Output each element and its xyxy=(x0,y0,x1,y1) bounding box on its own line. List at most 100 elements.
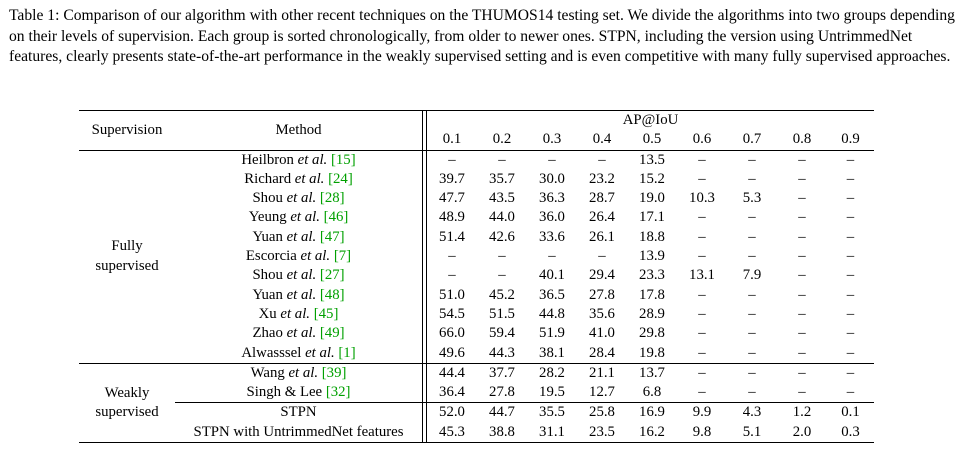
ap-value-cell: 29.8 xyxy=(639,325,665,342)
citation-link[interactable]: [24] xyxy=(328,170,353,187)
ap-value-cell: – xyxy=(748,325,756,342)
method-name: Escorcia xyxy=(245,248,297,265)
ap-value-cell: – xyxy=(698,209,706,226)
ap-value-cell: – xyxy=(477,149,527,170)
citation-link[interactable]: [48] xyxy=(319,286,345,303)
ap-value-cell: – xyxy=(748,170,756,187)
double-rule xyxy=(422,247,427,267)
et-al-text: et al. xyxy=(293,151,328,168)
ap-value-cell: 44.8 xyxy=(539,305,565,322)
ap-value-cell: – xyxy=(698,325,706,342)
et-al-text: et al. xyxy=(276,305,311,322)
citation-link[interactable]: [47] xyxy=(319,228,345,245)
ap-value-cell: – xyxy=(426,149,477,170)
ap-value-cell: – xyxy=(698,384,706,401)
threshold-header: 0.5 xyxy=(642,131,662,148)
table-row: STPN with UntrimmedNet features 45.3 38.8 3… xyxy=(79,422,874,444)
ap-value-cell: 23.2 xyxy=(589,170,615,187)
ap-value-cell: 12.7 xyxy=(589,384,615,401)
method-name: STPN xyxy=(280,404,317,421)
double-rule xyxy=(422,422,427,444)
ap-value-cell: – xyxy=(777,362,827,384)
ap-value-cell: 52.0 xyxy=(426,402,477,423)
ap-value-cell: – xyxy=(698,170,706,187)
citation-link[interactable]: [45] xyxy=(313,305,339,322)
ap-value-cell: – xyxy=(846,170,855,187)
ap-value-cell: 45.3 xyxy=(426,422,477,444)
et-al-text: et al. xyxy=(282,286,317,303)
ap-value-cell: 59.4 xyxy=(489,325,515,342)
double-rule xyxy=(422,208,427,228)
ap-value-cell: – xyxy=(777,149,827,170)
double-rule xyxy=(422,402,427,423)
et-al-text: et al. xyxy=(282,190,317,207)
ap-value-cell: 19.0 xyxy=(639,190,665,207)
ap-value-cell: – xyxy=(677,362,727,384)
table-row: Richard et al. [24] 39.7 35.7 30.0 23.2 15.2 –… xyxy=(79,169,874,190)
ap-value-cell: 44.7 xyxy=(477,402,527,423)
ap-value-cell: 18.8 xyxy=(639,228,665,245)
citation-link[interactable]: [46] xyxy=(323,209,349,226)
double-rule xyxy=(422,149,427,170)
supervision-label-line: Weakly xyxy=(104,384,150,401)
method-header: Method xyxy=(175,110,423,151)
ap-value-cell: 31.1 xyxy=(527,422,577,444)
et-al-text: et al. xyxy=(301,344,335,361)
ap-value-cell: 42.6 xyxy=(489,228,515,245)
ap-value-cell: 30.0 xyxy=(539,170,565,187)
ap-value-cell: 16.2 xyxy=(627,422,677,444)
ap-value-cell: 44.3 xyxy=(489,344,515,361)
table-row: Alwasssel et al. [1] 49.6 44.3 38.1 28.4 19.8… xyxy=(79,343,874,364)
ap-value-cell: 6.8 xyxy=(642,384,662,401)
ap-value-cell: – xyxy=(798,325,806,342)
double-rule xyxy=(422,266,427,286)
citation-link[interactable]: [15] xyxy=(330,151,356,168)
method-cell: Xu et al. [45] xyxy=(175,304,423,325)
ap-value-cell: – xyxy=(827,362,874,384)
ap-value-cell: – xyxy=(498,248,506,265)
method-cell: Yeung et al. [46] xyxy=(175,208,423,228)
ap-value-cell: 23.5 xyxy=(577,422,627,444)
ap-value-cell: – xyxy=(527,149,577,170)
ap-value-cell: – xyxy=(798,209,806,226)
ap-value-cell: – xyxy=(748,344,756,361)
citation-link[interactable]: [1] xyxy=(338,344,356,361)
table-row: Yuan et al. [47] 51.4 42.6 33.6 26.1 18.8 – – – – xyxy=(79,227,874,248)
ap-value-cell: 40.1 xyxy=(539,267,565,284)
citation-link[interactable]: [28] xyxy=(319,190,345,207)
ap-value-cell: – xyxy=(846,248,855,265)
threshold-header: 0.9 xyxy=(841,131,860,148)
ap-value-cell: 51.5 xyxy=(489,305,515,322)
method-name: Yuan xyxy=(252,286,283,303)
threshold-header: 0.2 xyxy=(492,131,512,148)
method-name: Yeung xyxy=(248,209,287,226)
citation-link[interactable]: [39] xyxy=(321,364,347,381)
method-name: Zhao xyxy=(252,325,283,342)
et-al-text: et al. xyxy=(286,209,320,226)
supervision-label-line: Fully xyxy=(111,238,143,255)
header-row-2: 0.1 0.2 0.3 0.4 0.5 0.6 0.7 0.8 0.9 xyxy=(79,130,874,150)
ap-value-cell: 2.0 xyxy=(777,422,827,444)
citation-link[interactable]: [27] xyxy=(319,267,345,284)
ap-value-cell: 45.2 xyxy=(489,286,515,303)
ap-value-cell: 28.7 xyxy=(589,190,615,207)
ap-value-cell: 49.6 xyxy=(439,344,465,361)
ap-value-cell: – xyxy=(846,305,855,322)
citation-link[interactable]: [32] xyxy=(325,384,351,401)
ap-value-cell: 37.7 xyxy=(477,362,527,384)
table-caption: Table 1: Comparison of our algorithm wit… xyxy=(9,7,955,66)
ap-value-cell: 36.5 xyxy=(539,286,565,303)
citation-link[interactable]: [7] xyxy=(333,248,352,265)
ap-value-cell: 51.9 xyxy=(539,325,565,342)
ap-value-cell: 36.0 xyxy=(539,209,565,226)
table-row: Shou et al. [28] 47.7 43.5 36.3 28.7 19.0 10.3… xyxy=(79,189,874,209)
table-row: Singh & Lee [32] 36.4 27.8 19.5 12.7 6.8 – – – – xyxy=(79,383,874,403)
citation-link[interactable]: [49] xyxy=(319,325,345,342)
ap-value-cell: – xyxy=(846,325,855,342)
ap-value-cell: 10.3 xyxy=(689,190,715,207)
ap-value-cell: 27.8 xyxy=(489,384,515,401)
double-rule xyxy=(422,169,427,190)
ap-value-cell: 13.7 xyxy=(627,362,677,384)
ap-value-cell: – xyxy=(727,149,777,170)
ap-value-cell: – xyxy=(698,344,706,361)
